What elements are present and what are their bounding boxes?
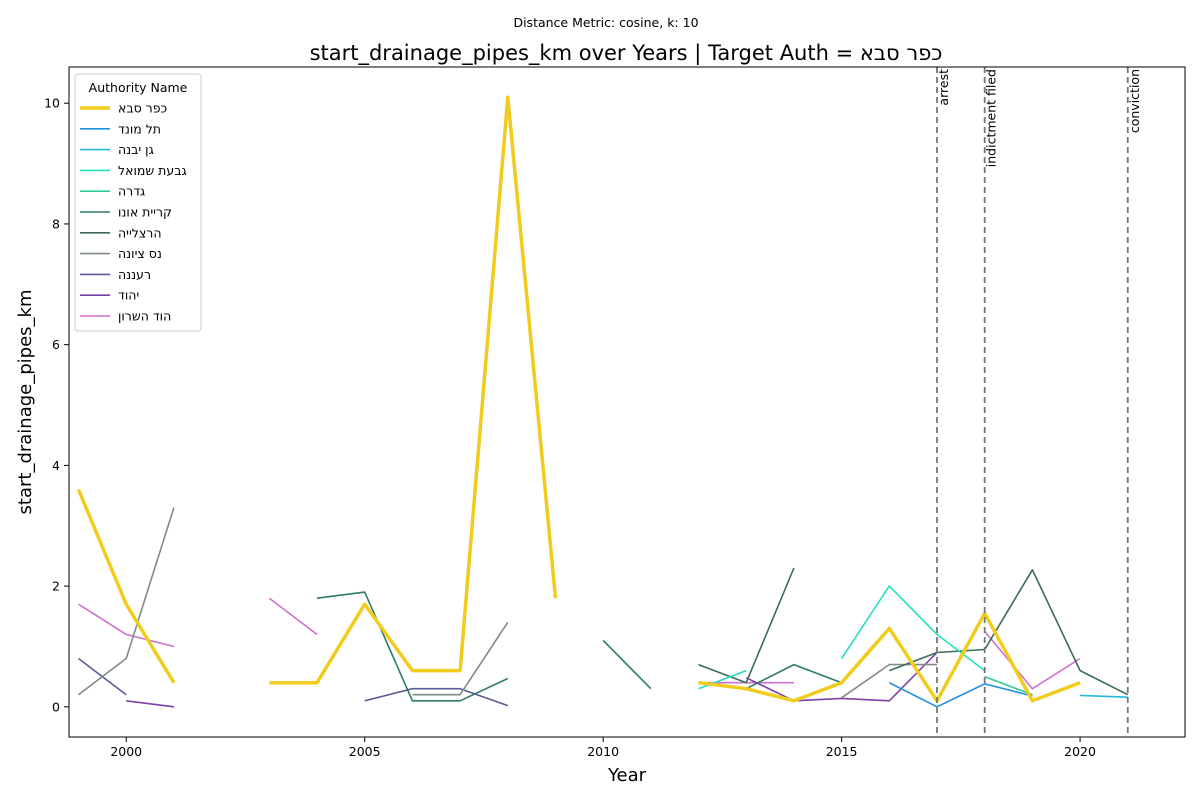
- series-line-segment: [602, 639, 652, 690]
- series-3: [698, 585, 986, 690]
- legend-label-8: רעננה: [118, 267, 151, 282]
- chart-suptitle: Distance Metric: cosine, k: 10: [513, 15, 698, 30]
- series-line-segment: [316, 591, 509, 702]
- series-line-segment: [840, 585, 986, 672]
- series-0: [76, 95, 1081, 703]
- legend-label-2: גן יבנה: [118, 142, 154, 157]
- series-line-segment: [698, 567, 795, 684]
- legend-frame: [74, 73, 202, 332]
- legend-label-7: נס ציונה: [118, 246, 162, 261]
- y-tick-label: 6: [52, 337, 60, 352]
- plot-frame: [68, 66, 1186, 738]
- series-line-segment: [268, 597, 318, 636]
- event-label-1: indictment filed: [984, 69, 999, 167]
- x-tick-label: 2005: [349, 744, 381, 759]
- y-tick-label: 8: [52, 216, 60, 231]
- series-line-segment: [698, 611, 1081, 703]
- event-markers: arrest indictment filed conviction: [936, 67, 1142, 737]
- series-1: [888, 681, 1033, 708]
- series-line-segment: [745, 651, 938, 702]
- y-tick-label: 0: [52, 699, 60, 714]
- series-line-segment: [126, 700, 174, 708]
- series-line-segment: [984, 675, 1033, 696]
- series-line-segment: [841, 663, 937, 699]
- series-line-segment: [269, 95, 558, 685]
- series-line-segment: [412, 621, 509, 696]
- y-axis-label: start_drainage_pipes_km: [15, 290, 36, 515]
- y-tick-label: 4: [52, 458, 60, 473]
- series-2: [1080, 694, 1128, 698]
- series-layer: [76, 95, 1129, 708]
- x-axis-label: Year: [607, 765, 647, 786]
- series-10: [78, 597, 1081, 690]
- series-line-segment: [698, 669, 747, 690]
- legend-label-10: הוד השרון: [118, 309, 171, 324]
- legend-entries: כפר סבא תל מונד גן יבנה גבעת שמואל גדרה קריית…: [80, 101, 187, 324]
- x-axis-ticks: 2000 2005 2010 2015 2020: [110, 737, 1096, 759]
- x-tick-label: 2020: [1064, 744, 1096, 759]
- legend-label-9: יהוד: [118, 288, 139, 303]
- series-line-segment: [1080, 694, 1128, 698]
- chart-title: start_drainage_pipes_km over Years | Tar…: [310, 41, 943, 66]
- legend-label-1: תל מונד: [118, 121, 161, 136]
- series-line-segment: [889, 568, 1129, 696]
- x-tick-label: 2000: [110, 744, 142, 759]
- series-9: [126, 651, 938, 708]
- series-line-segment: [78, 507, 175, 696]
- legend-label-4: גדרה: [118, 184, 145, 199]
- y-axis-ticks: 0 2 4 6 8 10: [44, 96, 69, 714]
- legend-label-3: גבעת שמואל: [118, 163, 187, 178]
- series-line-segment: [364, 687, 509, 707]
- series-line-segment: [78, 603, 175, 648]
- series-7: [78, 507, 937, 699]
- y-tick-label: 2: [52, 579, 60, 594]
- y-tick-label: 10: [44, 96, 60, 111]
- series-line-segment: [888, 681, 1033, 708]
- legend-title: Authority Name: [89, 80, 188, 95]
- legend-label-6: הרצלייה: [118, 225, 162, 240]
- x-tick-label: 2015: [826, 744, 858, 759]
- event-label-0: arrest: [936, 69, 951, 106]
- series-6: [698, 567, 1129, 696]
- series-line-segment: [745, 663, 842, 690]
- series-4: [984, 675, 1033, 696]
- series-line-segment: [76, 488, 176, 684]
- legend-label-0: כפר סבא: [118, 101, 167, 116]
- series-line-segment: [984, 630, 1081, 690]
- series-5: [316, 591, 842, 702]
- legend: Authority Name כפר סבא תל מונד גן יבנה גבעת…: [74, 73, 202, 332]
- x-tick-label: 2010: [587, 744, 619, 759]
- event-label-2: conviction: [1127, 69, 1142, 133]
- legend-label-5: קריית אונו: [118, 205, 172, 220]
